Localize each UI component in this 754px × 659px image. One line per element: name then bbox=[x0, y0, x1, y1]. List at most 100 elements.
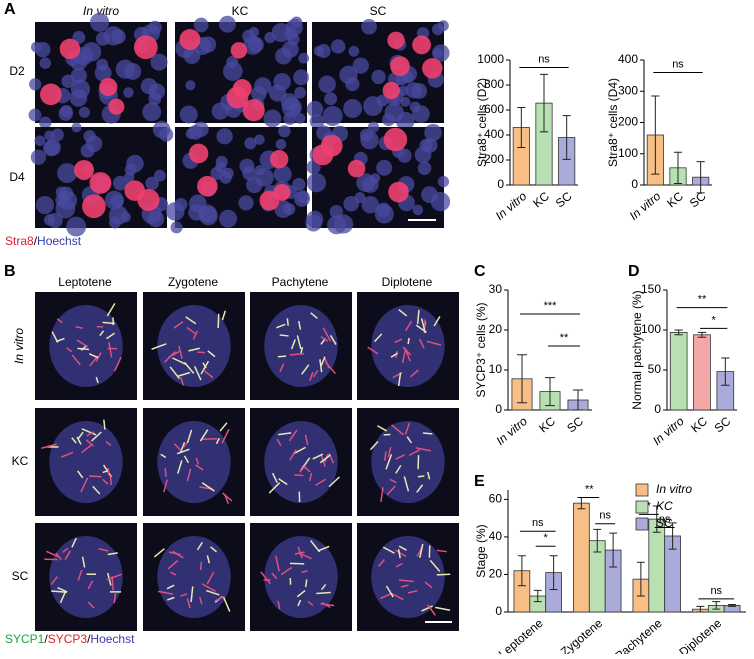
y-tick-label: 40 bbox=[489, 529, 503, 543]
x-tick-label: SC bbox=[712, 414, 734, 436]
y-tick-label: 10 bbox=[489, 362, 503, 376]
chromosome bbox=[89, 476, 101, 477]
nucleus bbox=[49, 421, 122, 503]
cell bbox=[397, 148, 411, 162]
row-label: D2 bbox=[9, 64, 25, 78]
chromosome bbox=[418, 455, 419, 469]
cell bbox=[383, 82, 400, 99]
significance-label: ns bbox=[532, 517, 544, 529]
x-tick-label: SC bbox=[687, 189, 709, 211]
cell bbox=[317, 44, 331, 58]
significance-label: ** bbox=[698, 294, 707, 306]
y-tick-label: 20 bbox=[489, 322, 503, 336]
cell bbox=[108, 99, 124, 115]
cell bbox=[318, 76, 335, 93]
chromosome bbox=[287, 318, 288, 325]
column-label: SC bbox=[370, 4, 387, 18]
y-axis-label: Normal pachytene (%) bbox=[630, 290, 644, 409]
bar bbox=[573, 503, 589, 612]
cell bbox=[400, 97, 410, 107]
x-tick-label: KC bbox=[664, 189, 686, 211]
cell bbox=[283, 112, 296, 125]
cell bbox=[74, 160, 94, 180]
cell bbox=[61, 75, 75, 89]
y-tick-label: 1000 bbox=[477, 52, 504, 66]
cell bbox=[124, 180, 145, 201]
y-axis-label: SYCP3⁺ cells (%) bbox=[474, 302, 488, 397]
bar bbox=[670, 332, 687, 410]
bar bbox=[694, 335, 711, 410]
significance-label: * bbox=[712, 314, 717, 326]
cell bbox=[90, 172, 112, 194]
column-label: Pachytene bbox=[272, 275, 329, 289]
cell bbox=[362, 177, 378, 193]
cell bbox=[385, 103, 404, 122]
legend-swatch bbox=[636, 501, 648, 513]
y-tick-label: 400 bbox=[618, 52, 638, 66]
panel-letter: B bbox=[4, 263, 16, 280]
x-tick-label: KC bbox=[536, 414, 558, 436]
cell bbox=[321, 135, 343, 157]
x-tick-label: In vitro bbox=[650, 414, 687, 448]
cell bbox=[219, 16, 236, 33]
cell bbox=[295, 113, 306, 124]
cell bbox=[376, 160, 392, 176]
cell bbox=[298, 53, 309, 64]
panel-letter: D bbox=[628, 263, 640, 280]
cell bbox=[48, 213, 63, 228]
cell bbox=[264, 32, 275, 43]
cell bbox=[148, 92, 161, 105]
cell bbox=[431, 192, 450, 211]
cell bbox=[283, 203, 295, 215]
column-label: Leptotene bbox=[58, 275, 112, 289]
x-tick-label: SC bbox=[564, 414, 586, 436]
cell bbox=[123, 87, 134, 98]
cell bbox=[57, 163, 77, 183]
cell bbox=[371, 70, 385, 84]
legend-swatch bbox=[636, 484, 648, 496]
cell bbox=[159, 128, 173, 142]
x-tick-label: KC bbox=[530, 189, 552, 211]
chromosome bbox=[278, 356, 286, 357]
cell bbox=[331, 39, 345, 53]
cell bbox=[174, 198, 187, 211]
significance-label: ns bbox=[538, 53, 550, 65]
y-tick-label: 100 bbox=[618, 146, 638, 160]
cell bbox=[90, 13, 109, 32]
column-label: Diplotene bbox=[382, 275, 433, 289]
cell bbox=[361, 19, 377, 35]
nucleus bbox=[371, 305, 444, 387]
column-label: KC bbox=[232, 4, 249, 18]
panel-letter: A bbox=[4, 1, 16, 18]
cell bbox=[348, 160, 366, 178]
legend-label: SC bbox=[656, 516, 673, 530]
cell bbox=[43, 140, 59, 156]
cell bbox=[387, 32, 404, 49]
cell bbox=[297, 190, 310, 203]
cell bbox=[305, 215, 322, 232]
cell bbox=[31, 149, 46, 164]
cell bbox=[171, 221, 183, 233]
cell bbox=[323, 106, 343, 126]
chromosome bbox=[201, 562, 202, 570]
cell bbox=[185, 80, 195, 90]
cell bbox=[432, 23, 444, 35]
cell bbox=[36, 196, 54, 214]
stain-legend: Stra8/Hoechst bbox=[5, 234, 82, 248]
legend-label: KC bbox=[656, 499, 673, 513]
y-tick-label: 200 bbox=[618, 115, 638, 129]
cell bbox=[39, 57, 51, 69]
y-tick-label: 0 bbox=[495, 402, 502, 416]
cell bbox=[124, 63, 141, 80]
cell bbox=[29, 109, 42, 122]
significance-label: ** bbox=[585, 483, 594, 495]
cell bbox=[180, 105, 198, 123]
x-tick-label: SC bbox=[553, 189, 575, 211]
cell bbox=[200, 36, 216, 52]
cell bbox=[244, 137, 256, 149]
legend-label: In vitro bbox=[656, 482, 692, 496]
chromosome bbox=[110, 476, 111, 485]
significance-label: ** bbox=[560, 332, 569, 344]
cell bbox=[126, 155, 144, 173]
